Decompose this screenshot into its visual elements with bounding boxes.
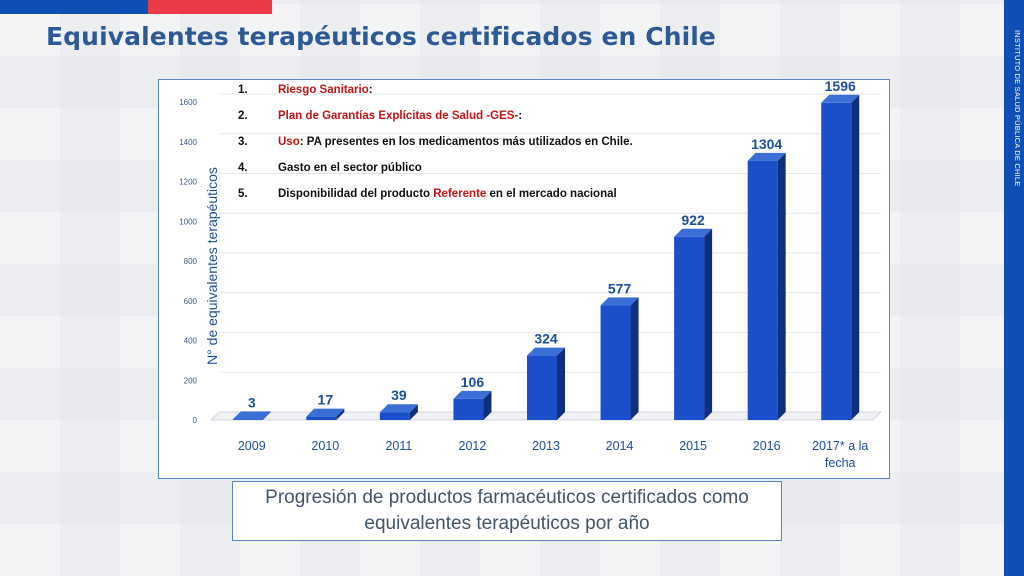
criteria-text-part: Gasto en el sector público [278, 162, 422, 174]
bar [527, 355, 557, 420]
bar [453, 398, 484, 420]
y-tick-label: 600 [184, 297, 198, 306]
criteria-number: 4. [238, 162, 248, 174]
criteria-highlight: Riesgo Sanitario [278, 84, 369, 96]
bar-side [262, 411, 271, 420]
criteria-text: Plan de Garantías Explícitas de Salud -G… [278, 110, 522, 136]
criteria-text: Gasto en el sector público [278, 162, 422, 188]
data-label: 324 [534, 331, 558, 347]
criteria-text: Disponibilidad del producto Referente en… [278, 188, 617, 214]
y-tick-label: 400 [184, 337, 198, 346]
x-tick-label: 2015 [679, 439, 707, 453]
criteria-number: 1. [238, 84, 248, 96]
data-label: 1596 [825, 80, 856, 94]
y-axis-label: N° de equivalentes terapéuticos [204, 167, 220, 365]
institute-label: INSTITUTO DE SALUD PÚBLICA DE CHILE [1013, 30, 1022, 187]
criteria-text-part: Disponibilidad del producto [278, 188, 434, 200]
bar [379, 412, 410, 420]
x-tick-label: 2010 [311, 439, 339, 453]
bar-side [630, 297, 639, 420]
x-tick-label: 2011 [385, 439, 412, 453]
bar [232, 419, 263, 420]
side-brand-bar: INSTITUTO DE SALUD PÚBLICA DE CHILE [1004, 0, 1024, 576]
criteria-item: 3. Uso: PA presentes en los medicamentos … [238, 136, 633, 162]
data-label: 1304 [751, 136, 782, 152]
criteria-number: 3. [238, 136, 248, 148]
x-tick-label: fecha [825, 456, 856, 470]
caption-line-2: equivalentes terapéuticos por año [364, 513, 650, 534]
chart-frame: 0 200 400 600 800 1000 1200 1400 1600 N° de equiv… [158, 79, 890, 479]
bar-side [704, 228, 713, 420]
caption-box: Progresión de productos farmacéuticos ce… [232, 481, 782, 541]
data-label: 106 [461, 374, 485, 390]
bar-top [379, 404, 418, 413]
x-tick-label: 2013 [532, 439, 560, 453]
y-tick-label: 1200 [179, 178, 197, 187]
bar-side [777, 152, 786, 420]
criteria-text-part: : PA presentes en los medicamentos más u… [299, 136, 633, 148]
y-tick-label: 800 [184, 257, 198, 266]
y-tick-label: 1000 [179, 217, 197, 226]
bar-side [409, 404, 418, 420]
bar-side [483, 390, 492, 420]
bar-top [306, 408, 345, 417]
criteria-text-part: en el mercado nacional [486, 188, 617, 200]
criteria-list: 1. Riesgo Sanitario: 2. Plan de Garantías E… [238, 84, 633, 214]
bar [821, 102, 852, 421]
data-label: 3 [248, 394, 256, 410]
bar-top [232, 411, 271, 420]
criteria-item: 1. Riesgo Sanitario: [238, 84, 633, 110]
y-tick-label: 0 [193, 416, 198, 425]
data-label: 577 [608, 280, 632, 296]
bar-top [600, 297, 639, 306]
criteria-text-part: : [518, 110, 523, 122]
x-tick-label: 2016 [753, 439, 781, 453]
bar-top [453, 390, 492, 399]
data-label: 922 [681, 212, 705, 228]
brand-stripe-blue [0, 0, 148, 14]
criteria-highlight: Plan de Garantías Explícitas de Salud -G… [278, 110, 519, 122]
page-title: Equivalentes terapéuticos certificados e… [46, 22, 716, 51]
bar-top [527, 347, 565, 356]
criteria-text: Riesgo Sanitario: [278, 84, 373, 110]
data-label: 39 [391, 387, 407, 403]
criteria-text: Uso: PA presentes en los medicamentos má… [278, 136, 633, 162]
bar-chart: 0 200 400 600 800 1000 1200 1400 1600 N° de equiv… [179, 80, 882, 470]
criteria-number: 5. [238, 188, 248, 200]
bar [600, 305, 631, 420]
x-tick-label: 2012 [459, 439, 487, 453]
criteria-text-part: : [368, 84, 373, 96]
brand-stripe-red [148, 0, 272, 14]
criteria-number: 2. [238, 110, 248, 122]
criteria-item: 2. Plan de Garantías Explícitas de Salud … [238, 110, 633, 136]
caption-line-1: Progresión de productos farmacéuticos ce… [265, 487, 749, 508]
bar-top [747, 152, 786, 161]
bar-top [674, 228, 713, 237]
data-label: 17 [318, 392, 334, 408]
criteria-highlight: Referente [433, 188, 487, 200]
bar [306, 416, 337, 420]
criteria-item: 4. Gasto en el sector público [238, 162, 633, 188]
bar-side [336, 408, 345, 420]
bar-side [851, 94, 860, 421]
bar [674, 236, 705, 420]
x-tick-label: 2009 [238, 439, 266, 453]
x-tick-label: 2014 [606, 439, 634, 453]
criteria-highlight: Uso [278, 136, 300, 148]
bar-top [821, 94, 860, 103]
criteria-item: 5. Disponibilidad del producto Referente … [238, 188, 633, 214]
x-tick-label: 2017* a la [812, 439, 868, 453]
bar-side [557, 347, 565, 420]
y-tick-label: 200 [184, 376, 198, 385]
y-tick-label: 1400 [179, 138, 197, 147]
bar [747, 160, 778, 420]
y-tick-label: 1600 [179, 98, 197, 107]
